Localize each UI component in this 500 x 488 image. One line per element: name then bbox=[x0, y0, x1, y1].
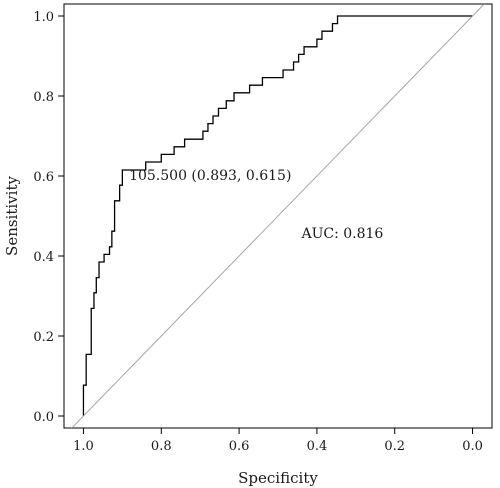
y-axis-title: Sensitivity bbox=[3, 176, 21, 256]
x-tick-label: 0.2 bbox=[384, 439, 405, 454]
roc-curve-line bbox=[82, 15, 473, 416]
y-tick-label: 0.8 bbox=[33, 90, 54, 105]
x-tick-label: 0.6 bbox=[229, 439, 250, 454]
threshold-annotation: 105.500 (0.893, 0.615) bbox=[129, 168, 291, 184]
plot-frame bbox=[63, 3, 493, 429]
series-layer bbox=[71, 4, 485, 428]
y-tick-label: 0.2 bbox=[33, 330, 54, 345]
y-tick-label: 0.0 bbox=[33, 410, 54, 425]
y-tick-label: 0.4 bbox=[33, 250, 54, 265]
y-tick-label: 0.6 bbox=[33, 170, 54, 185]
reference-diagonal-line bbox=[71, 4, 485, 428]
x-tick-label: 0.4 bbox=[307, 439, 328, 454]
x-tick-label: 1.0 bbox=[73, 439, 94, 454]
x-tick-label: 0.8 bbox=[151, 439, 172, 454]
y-tick-label: 1.0 bbox=[33, 10, 54, 25]
x-axis-title: Specificity bbox=[238, 469, 318, 487]
annotations: 105.500 (0.893, 0.615) AUC: 0.816 bbox=[129, 168, 383, 242]
auc-annotation: AUC: 0.816 bbox=[300, 226, 383, 242]
axes: 1.0 0.8 0.6 0.4 0.2 0.0 0.0 0.2 0.4 0.6 0.8 1.0 bbox=[33, 3, 493, 454]
x-tick-label: 0.0 bbox=[462, 439, 483, 454]
